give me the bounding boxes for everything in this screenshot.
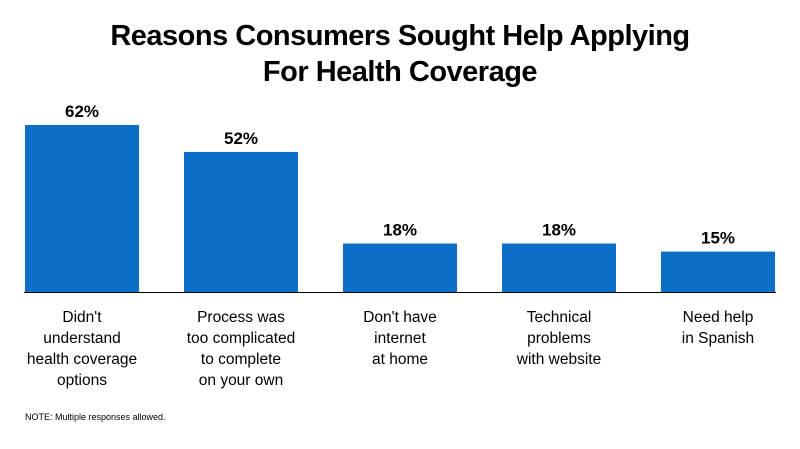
- footnote: NOTE: Multiple responses allowed.: [25, 412, 166, 422]
- chart-title-line-2: For Health Coverage: [262, 56, 538, 88]
- value-label-4: 18%: [542, 221, 576, 240]
- category-label-2: Process was too complicated to complete on …: [166, 307, 316, 391]
- category-label-line: too complicated: [186, 330, 296, 347]
- category-label-line: Don't have: [363, 309, 437, 326]
- category-label-line: Process was: [197, 309, 285, 326]
- value-label-3: 18%: [383, 221, 417, 240]
- category-label-5: Need help in Spanish: [643, 307, 793, 349]
- category-label-line: understand: [43, 330, 121, 347]
- category-label-line: internet: [374, 330, 426, 347]
- bar-2: [184, 151, 298, 292]
- category-label-line: Need help: [682, 309, 754, 326]
- category-label-line: at home: [371, 351, 428, 368]
- value-label-1: 62%: [65, 102, 99, 121]
- category-label-line: problems: [527, 330, 591, 347]
- category-label-3: Don't have internet at home: [325, 307, 475, 370]
- category-label-line: with website: [516, 351, 602, 368]
- category-label-line: to complete: [200, 351, 282, 368]
- category-label-line: health coverage: [26, 351, 138, 368]
- value-label-2: 52%: [224, 129, 258, 148]
- chart-title-line-1: Reasons Consumers Sought Help Applying: [110, 20, 690, 52]
- category-label-1: Didn't understand health coverage options: [7, 307, 157, 391]
- category-label-line: in Spanish: [681, 330, 755, 347]
- bar-1: [25, 125, 139, 292]
- category-label-line: on your own: [198, 372, 284, 389]
- bar-3: [343, 243, 457, 292]
- bar-4: [502, 243, 616, 292]
- category-label-line: Technical: [526, 309, 592, 326]
- chart-title: Reasons Consumers Sought Help Applying F…: [0, 18, 800, 90]
- category-label-line: Didn't: [62, 309, 102, 326]
- value-label-5: 15%: [701, 229, 735, 248]
- category-label-4: Technical problems with website: [484, 307, 634, 370]
- category-label-line: options: [57, 372, 107, 389]
- bar-5: [661, 251, 775, 292]
